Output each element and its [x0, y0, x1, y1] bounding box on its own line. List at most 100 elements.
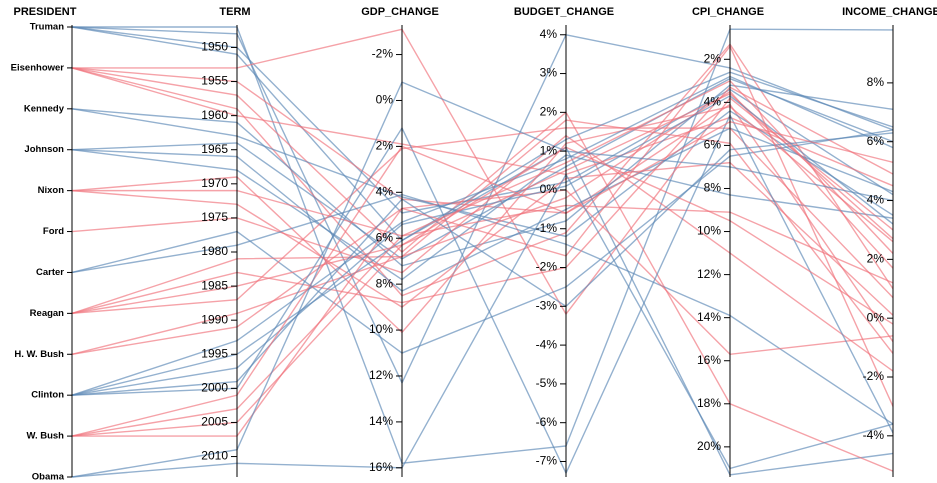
category-label: W. Bush	[27, 431, 65, 442]
record-line	[71, 119, 894, 354]
category-label: Nixon	[38, 185, 65, 196]
tick-label: 4%	[540, 27, 558, 41]
tick-label: 2000	[201, 381, 228, 395]
tick-label: 4%	[867, 193, 885, 207]
tick-label: 1%	[540, 143, 558, 157]
tick-label: 2%	[867, 252, 885, 266]
category-label: Truman	[30, 22, 65, 33]
tick-label: 1995	[201, 346, 228, 360]
record-line	[71, 67, 894, 472]
tick-label: 8%	[376, 276, 394, 290]
tick-label: -4%	[863, 428, 885, 442]
axis-title: GDP_CHANGE	[361, 6, 439, 18]
tick-label: 1950	[201, 40, 228, 54]
record-line	[71, 77, 894, 260]
record-line	[71, 95, 894, 396]
lines	[71, 26, 894, 478]
record-line	[71, 86, 894, 315]
tick-label: 1970	[201, 176, 228, 190]
record-line	[71, 113, 894, 475]
tick-label: 18%	[697, 396, 721, 410]
tick-label: 0%	[540, 182, 558, 196]
record-line	[71, 149, 894, 281]
tick-label: 2010	[201, 449, 228, 463]
tick-label: 1955	[201, 74, 228, 88]
tick-label: 0%	[867, 310, 885, 324]
tick-label: -5%	[536, 376, 558, 390]
record-line	[71, 90, 894, 355]
tick-label: 1990	[201, 312, 228, 326]
tick-label: -6%	[536, 415, 558, 429]
tick-label: 8%	[867, 75, 885, 89]
tick-label: 1980	[201, 244, 228, 258]
tick-label: -7%	[536, 454, 558, 468]
tick-label: 1975	[201, 210, 228, 224]
tick-label: 16%	[697, 353, 721, 367]
tick-label: 2%	[376, 139, 394, 153]
record-line	[71, 146, 894, 437]
tick-label: 14%	[697, 310, 721, 324]
record-line	[71, 81, 894, 478]
tick-label: 16%	[369, 460, 393, 474]
tick-label: 10%	[697, 224, 721, 238]
category-label: H. W. Bush	[14, 349, 64, 360]
tick-label: 12%	[697, 267, 721, 281]
record-line	[71, 71, 894, 396]
tick-label: 1960	[201, 108, 228, 122]
tick-label: 2%	[540, 105, 558, 119]
tick-label: 6%	[376, 230, 394, 244]
category-label: Obama	[32, 472, 65, 483]
axis-title: CPI_CHANGE	[692, 6, 764, 18]
record-line	[71, 193, 894, 425]
tick-label: 10%	[369, 322, 393, 336]
tick-label: 2005	[201, 415, 228, 429]
tick-label: 3%	[540, 66, 558, 80]
tick-label: 2%	[704, 51, 722, 65]
tick-label: -4%	[536, 337, 558, 351]
tick-label: -2%	[536, 260, 558, 274]
axis-title: TERM	[219, 6, 250, 18]
tick-label: 1965	[201, 142, 228, 156]
tick-label: 12%	[369, 368, 393, 382]
tick-label: 6%	[867, 134, 885, 148]
category-label: Johnson	[24, 144, 64, 155]
record-line	[72, 26, 894, 464]
record-line	[71, 172, 894, 478]
category-label: Eisenhower	[11, 62, 65, 73]
tick-label: 1985	[201, 278, 228, 292]
tick-label: -2%	[372, 47, 394, 61]
category-label: Clinton	[31, 390, 64, 401]
record-line	[71, 132, 894, 396]
record-line	[71, 79, 894, 437]
record-line	[71, 43, 894, 297]
tick-label: 4%	[376, 184, 394, 198]
tick-label: -3%	[536, 298, 558, 312]
record-line	[71, 26, 894, 476]
record-line	[72, 189, 894, 284]
record-line	[72, 45, 894, 437]
record-line	[71, 161, 894, 316]
axis-title: INCOME_CHANGE	[842, 6, 937, 18]
record-line	[71, 75, 894, 396]
record-line	[71, 26, 894, 214]
axis-title: BUDGET_CHANGE	[514, 6, 614, 18]
category-label: Kennedy	[24, 103, 65, 114]
record-line	[71, 127, 894, 315]
tick-label: 0%	[376, 93, 394, 107]
tick-label: 8%	[704, 181, 722, 195]
tick-label: 4%	[704, 95, 722, 109]
record-line	[71, 134, 894, 372]
record-line	[71, 120, 894, 437]
tick-label: 20%	[697, 439, 721, 453]
category-label: Carter	[36, 267, 64, 278]
tick-label: 6%	[704, 138, 722, 152]
tick-label: -1%	[536, 221, 558, 235]
tick-label: 14%	[369, 414, 393, 428]
record-line	[71, 26, 894, 385]
record-line	[72, 28, 894, 316]
category-label: Reagan	[30, 308, 65, 319]
record-line	[71, 127, 894, 292]
tick-label: -2%	[863, 369, 885, 383]
category-label: Ford	[43, 226, 64, 237]
